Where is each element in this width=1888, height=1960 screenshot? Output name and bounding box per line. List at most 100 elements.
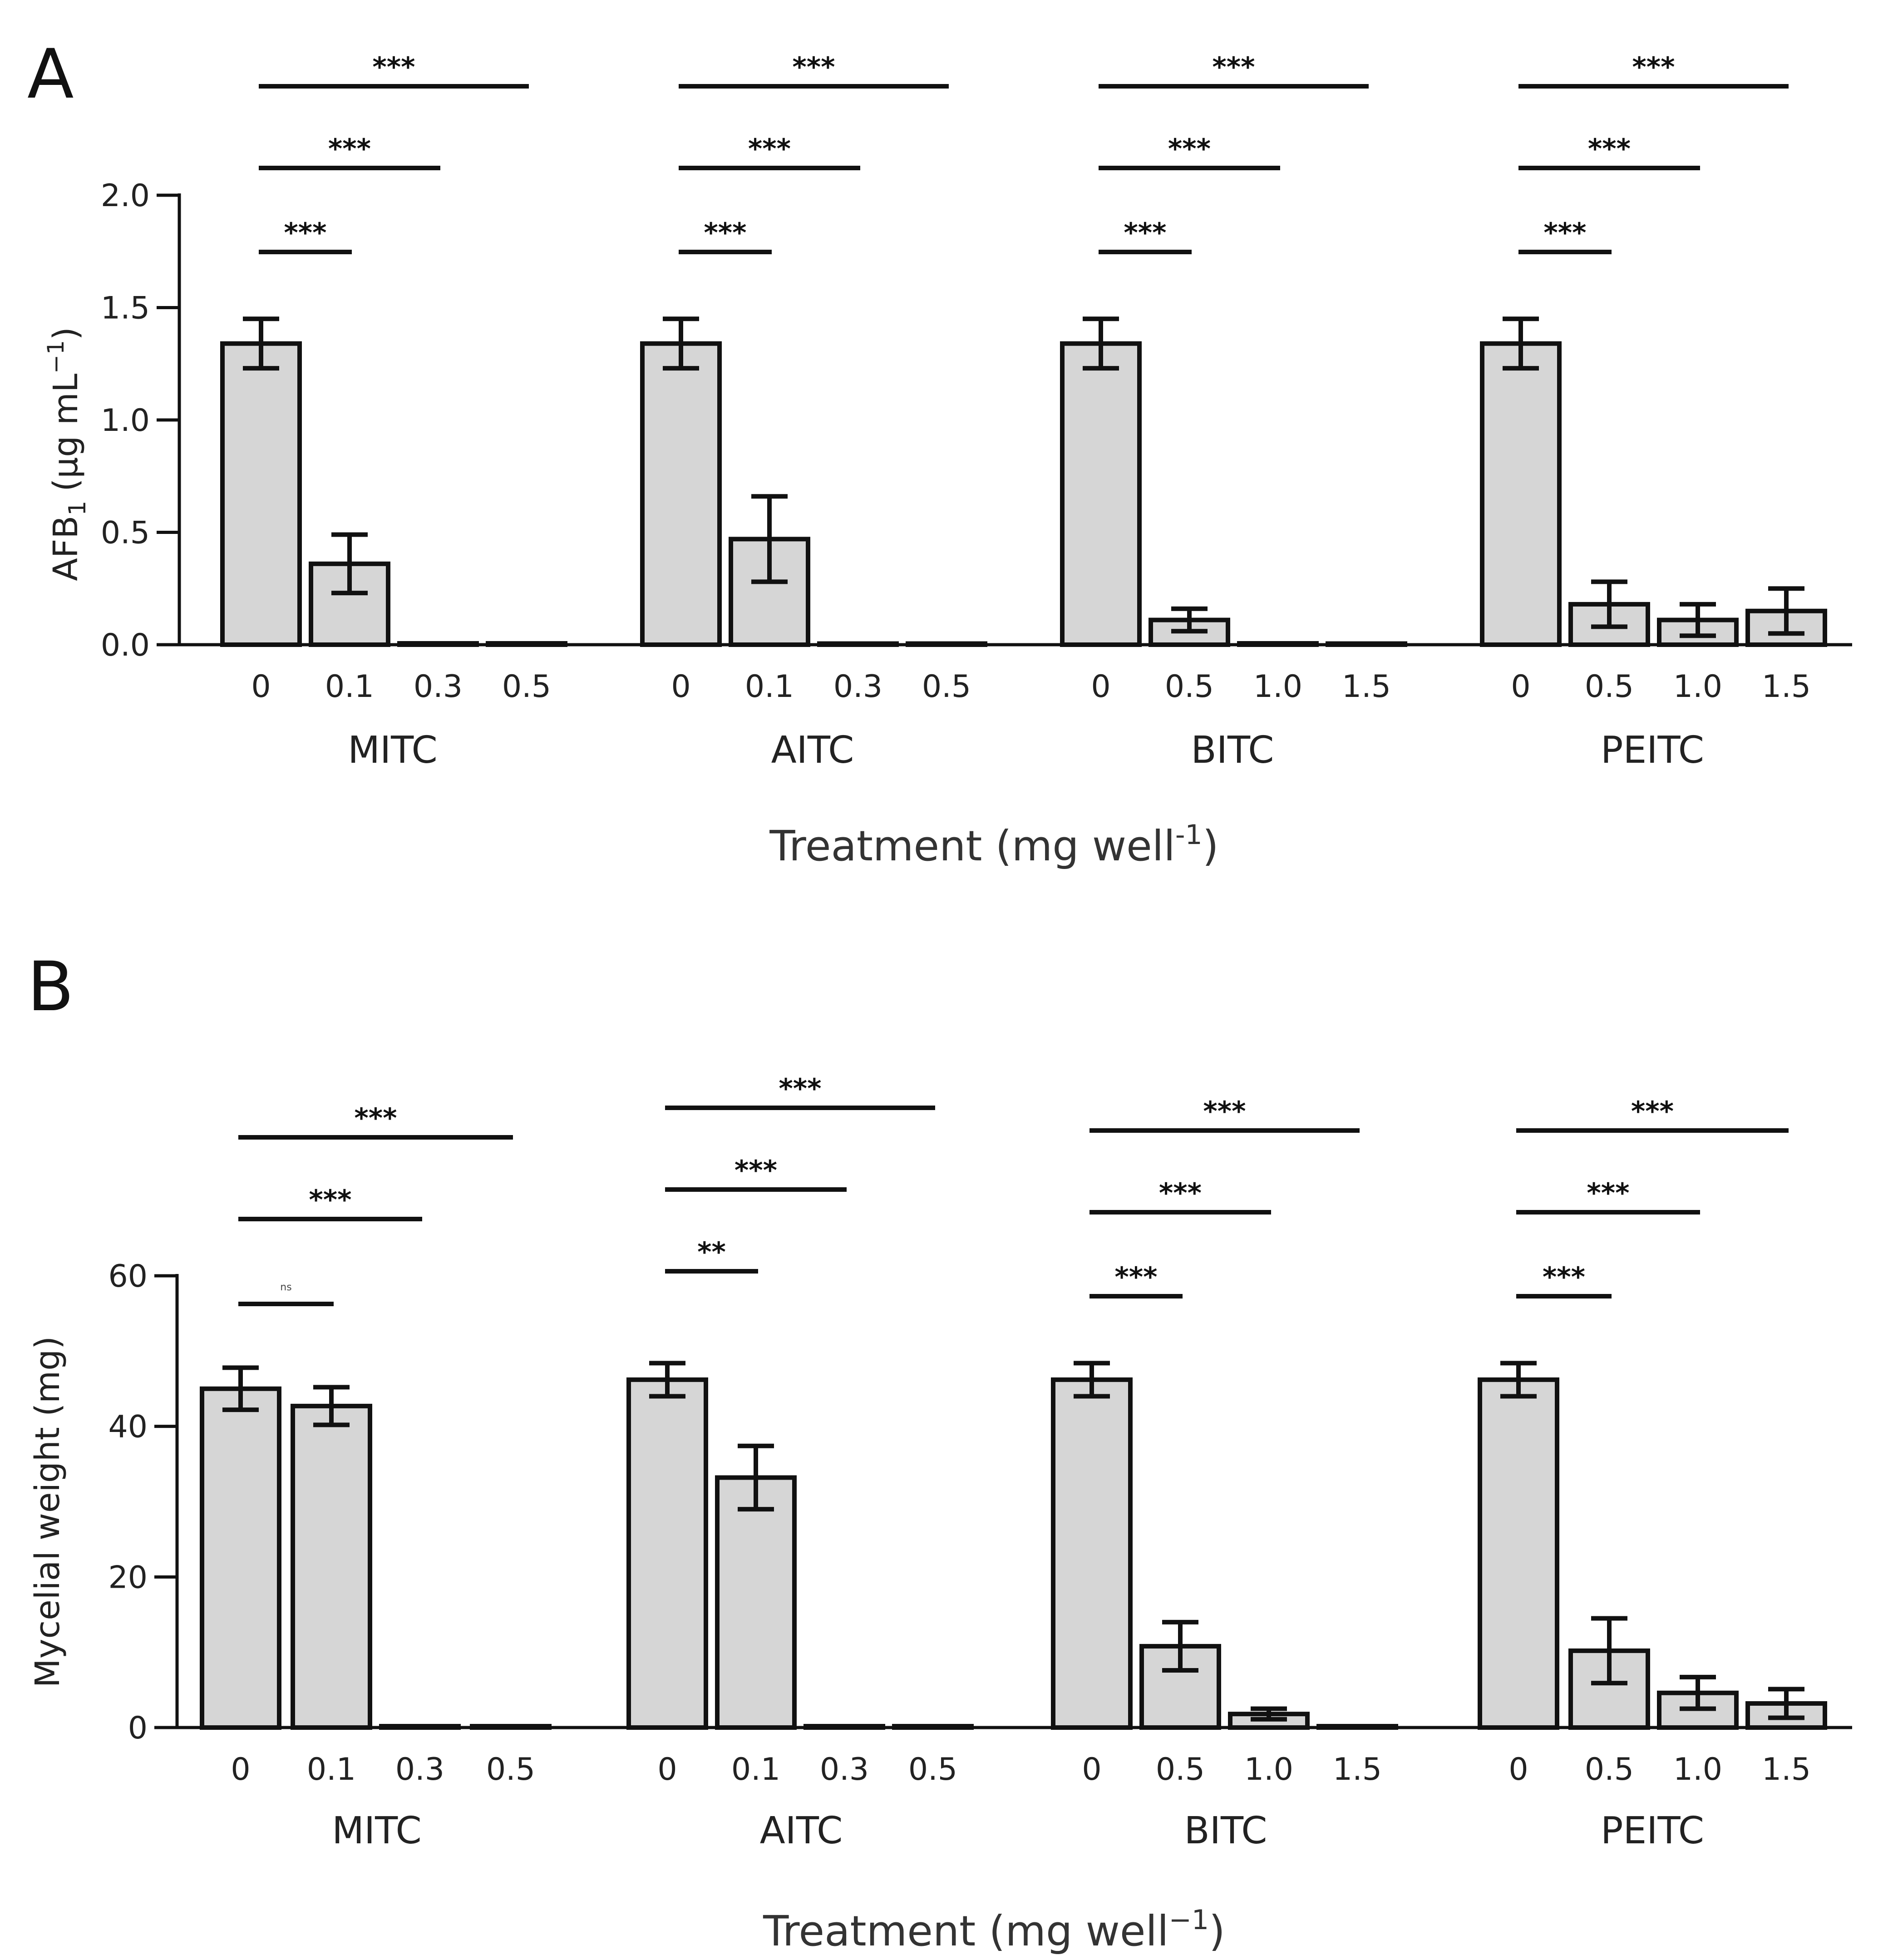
panel-b-y-tick-label: 0	[128, 1710, 148, 1746]
panel-b-significance-label: ***	[1114, 1261, 1157, 1293]
panel-b-bar	[470, 1724, 552, 1730]
panel-b-x-tick-label: 0	[231, 1752, 250, 1787]
panel-a-significance-label: ***	[748, 133, 791, 165]
panel-a-significance-label: ***	[1543, 217, 1586, 249]
panel-b-significance-label: ***	[354, 1102, 397, 1134]
panel-a-significance-label: ***	[328, 133, 371, 165]
panel-a-group-label: MITC	[348, 729, 437, 772]
panel-a-significance-label: ***	[1212, 51, 1255, 83]
panel-a-significance-label: ***	[372, 51, 415, 83]
panel-a-x-tick-label: 0.5	[1585, 669, 1634, 705]
panel-a-significance-label: ***	[284, 217, 326, 249]
panel-b-significance-label: ***	[1543, 1261, 1585, 1293]
panel-a-bar	[220, 341, 302, 647]
panel-b-label: B	[27, 948, 74, 1027]
panel-b-bar	[626, 1377, 708, 1730]
panel-b-significance-label: **	[697, 1236, 726, 1268]
panel-a-y-tick-label: 0.0	[101, 627, 150, 663]
panel-a-bar	[1237, 641, 1319, 647]
panel-a-ylabel-main: AFB	[46, 516, 85, 581]
panel-b-group-label: BITC	[1184, 1809, 1267, 1852]
panel-a-ylabel-sup: −1	[43, 340, 69, 374]
panel-b-x-tick-label: 1.0	[1673, 1752, 1722, 1787]
panel-a-ylabel-units: (µg mL	[46, 374, 85, 492]
panel-a-significance-label: ***	[1124, 217, 1166, 249]
panel-b-x-tick-label: 0.5	[486, 1752, 535, 1787]
panel-a-group-label: PEITC	[1601, 729, 1704, 772]
panel-b-x-tick-label: 0.3	[820, 1752, 869, 1787]
panel-b-bar	[804, 1724, 885, 1730]
panel-a-x-tick-label: 0	[1511, 669, 1530, 705]
panel-a-x-tick-label: 0	[1091, 669, 1110, 705]
svg-text:AFB1(µg mL−1): AFB1 (µg mL−1)	[43, 327, 91, 581]
panel-b-x-tick-label: 0	[657, 1752, 677, 1787]
panel-a-y-tick-label: 1.0	[101, 403, 150, 439]
panel-a-x-tick-label: 0.1	[745, 669, 794, 705]
panel-b-x-tick-label: 0.5	[1156, 1752, 1205, 1787]
panel-a-group-label: BITC	[1191, 729, 1274, 772]
panel-b-y-tick-label: 60	[108, 1259, 148, 1294]
panel-b-y-tick-label: 40	[108, 1409, 148, 1445]
panel-a-bar	[1326, 641, 1407, 647]
panel-b-x-tick-label: 1.5	[1762, 1752, 1811, 1787]
panel-b-x-tick-label: 0.5	[908, 1752, 957, 1787]
panel-a-significance-label: ***	[1168, 133, 1211, 165]
panel-b-x-tick-label: 1.0	[1244, 1752, 1293, 1787]
panel-a-bar	[1480, 341, 1562, 647]
panel-a-y-tick-label: 2.0	[101, 178, 150, 214]
panel-b-significance-label: ***	[1631, 1096, 1674, 1127]
panel-a-y-tick-label: 1.5	[101, 291, 150, 326]
panel-b-group-label: PEITC	[1601, 1809, 1704, 1852]
panel-b-group-label: AITC	[760, 1809, 843, 1852]
panel-a-ylabel-close: )	[46, 327, 85, 340]
panel-a-group-label: AITC	[771, 729, 854, 772]
panel-b-significance-label: ***	[1587, 1177, 1629, 1209]
panel-a-x-tick-label: 1.0	[1673, 669, 1722, 705]
panel-b-plot: 0 20 40 60 0 0.1 0.3 0.5 MITC ns *** *** 0 0.1 0.3 0.5 A…	[108, 1073, 1852, 1852]
panel-a-x-tick-label: 0.3	[414, 669, 463, 705]
panel-a-x-tick-label: 0	[671, 669, 690, 705]
panel-b-x-tick-label: 0.1	[731, 1752, 780, 1787]
panel-a-significance-label: ***	[792, 51, 835, 83]
panel-a-x-tick-label: 0.5	[502, 669, 551, 705]
panel-a-bar	[397, 641, 479, 647]
panel-a-ylabel: AFB1 (µg mL−1)	[43, 327, 91, 581]
panel-b-x-tick-label: 0	[1082, 1752, 1101, 1787]
panel-b-significance-label: ns	[280, 1282, 291, 1293]
panel-b-bar	[1051, 1377, 1133, 1730]
panel-b-bar	[200, 1386, 281, 1730]
panel-a-plot: 0.0 0.5 1.0 1.5 2.0 0 0.1 0.3 0.5 MITC *** *** *** 0 0…	[101, 51, 1852, 772]
panel-a-x-tick-label: 0.5	[922, 669, 971, 705]
panel-a-bar	[640, 341, 722, 647]
panel-b-significance-label: ***	[309, 1184, 351, 1216]
panel-b-significance-label: ***	[1159, 1177, 1202, 1209]
panel-b-ylabel: Mycelial weight (mg)	[28, 1336, 67, 1688]
panel-b-bar	[291, 1403, 372, 1730]
panel-a-bar	[906, 641, 987, 647]
panel-a-significance-label: ***	[704, 217, 746, 249]
panel-a-x-tick-label: 0.1	[325, 669, 374, 705]
panel-a-ylabel-sub: 1	[64, 501, 91, 516]
panel-b-y-tick-label: 20	[108, 1560, 148, 1595]
panel-b-x-tick-label: 0.5	[1585, 1752, 1634, 1787]
panel-b-bar	[379, 1724, 461, 1730]
panel-b-significance-label: ***	[734, 1155, 777, 1186]
panel-a-label: A	[27, 35, 74, 114]
panel-a-x-tick-label: 0.3	[833, 669, 882, 705]
panel-a-x-tick-label: 1.5	[1342, 669, 1391, 705]
panel-a-bar	[486, 641, 567, 647]
panel-a-x-tick-label: 1.5	[1762, 669, 1811, 705]
panel-b-bar	[892, 1724, 974, 1730]
panel-b-group-label: MITC	[332, 1809, 421, 1852]
panel-a-x-tick-label: 1.0	[1253, 669, 1302, 705]
panel-b-bar	[1316, 1724, 1398, 1730]
panel-a-significance-label: ***	[1588, 133, 1631, 165]
panel-a-x-tick-label: 0	[251, 669, 271, 705]
panel-b-x-tick-label: 1.5	[1333, 1752, 1382, 1787]
panel-a-bar	[817, 641, 899, 647]
panel-b-bar	[715, 1475, 797, 1730]
panel-b-significance-label: ***	[1203, 1096, 1246, 1127]
panel-a-significance-label: ***	[1632, 51, 1675, 83]
panel-a-bar	[1060, 341, 1142, 647]
